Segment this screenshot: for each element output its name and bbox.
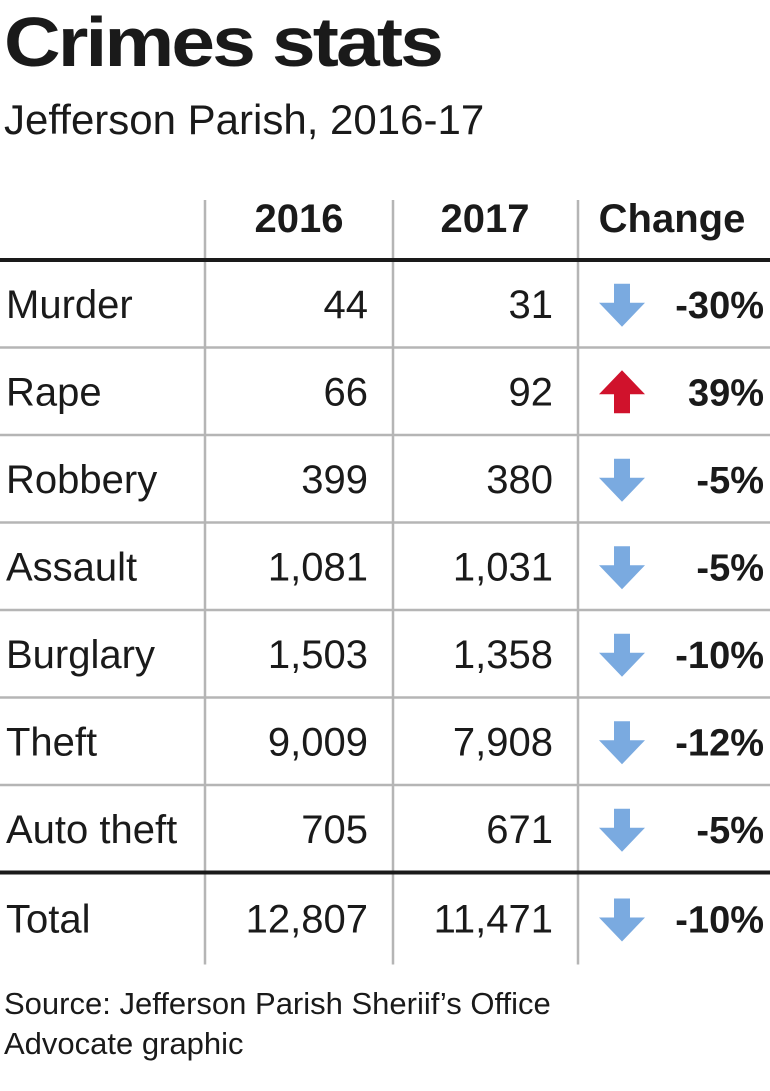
total-value-2016: 12,807 — [246, 898, 368, 942]
row-change: -5% — [696, 460, 764, 502]
row-value-2017: 380 — [486, 458, 553, 502]
column-header-2017: 2017 — [441, 197, 530, 241]
up-arrow-icon — [599, 370, 645, 414]
row-change: -5% — [696, 547, 764, 589]
total-value-2017: 11,471 — [434, 898, 553, 942]
down-arrow-icon — [599, 808, 645, 852]
down-arrow-icon — [599, 898, 645, 942]
total-change: -10% — [675, 900, 764, 942]
row-value-2017: 671 — [486, 808, 553, 852]
down-arrow-icon — [599, 546, 645, 590]
row-label: Burglary — [6, 633, 155, 677]
row-value-2017: 1,031 — [453, 545, 553, 589]
row-change: 39% — [688, 372, 764, 414]
row-label: Robbery — [6, 458, 157, 502]
down-arrow-icon — [599, 458, 645, 502]
row-change: -30% — [675, 285, 764, 327]
row-label: Rape — [6, 370, 102, 414]
chart-title: Crimes stats — [4, 3, 444, 81]
row-value-2017: 1,358 — [453, 633, 553, 677]
down-arrow-icon — [599, 283, 645, 327]
source-note: Source: Jefferson Parish Sheriif’s Offic… — [4, 986, 551, 1021]
row-value-2017: 92 — [509, 370, 554, 414]
chart-subtitle: Jefferson Parish, 2016-17 — [4, 96, 485, 143]
row-change: -5% — [696, 810, 764, 852]
total-label: Total — [6, 898, 91, 942]
row-change: -12% — [675, 722, 764, 764]
down-arrow-icon — [599, 633, 645, 677]
row-label: Assault — [6, 545, 137, 589]
row-value-2016: 399 — [301, 458, 368, 502]
down-arrow-icon — [599, 721, 645, 765]
row-value-2016: 1,503 — [268, 633, 368, 677]
row-value-2016: 66 — [324, 370, 369, 414]
column-header-2016: 2016 — [255, 197, 344, 241]
column-header-change: Change — [599, 197, 746, 241]
row-value-2016: 9,009 — [268, 720, 368, 764]
row-value-2017: 31 — [509, 283, 554, 327]
row-value-2016: 44 — [324, 283, 369, 327]
footer: Source: Jefferson Parish Sheriif’s Offic… — [4, 984, 551, 1064]
row-value-2016: 1,081 — [268, 545, 368, 589]
credit-note: Advocate graphic — [4, 1026, 244, 1061]
row-label: Theft — [6, 720, 97, 764]
row-change: -10% — [675, 635, 764, 677]
row-value-2017: 7,908 — [453, 720, 553, 764]
row-label: Auto theft — [6, 808, 177, 852]
row-value-2016: 705 — [301, 808, 368, 852]
row-label: Murder — [6, 283, 133, 327]
